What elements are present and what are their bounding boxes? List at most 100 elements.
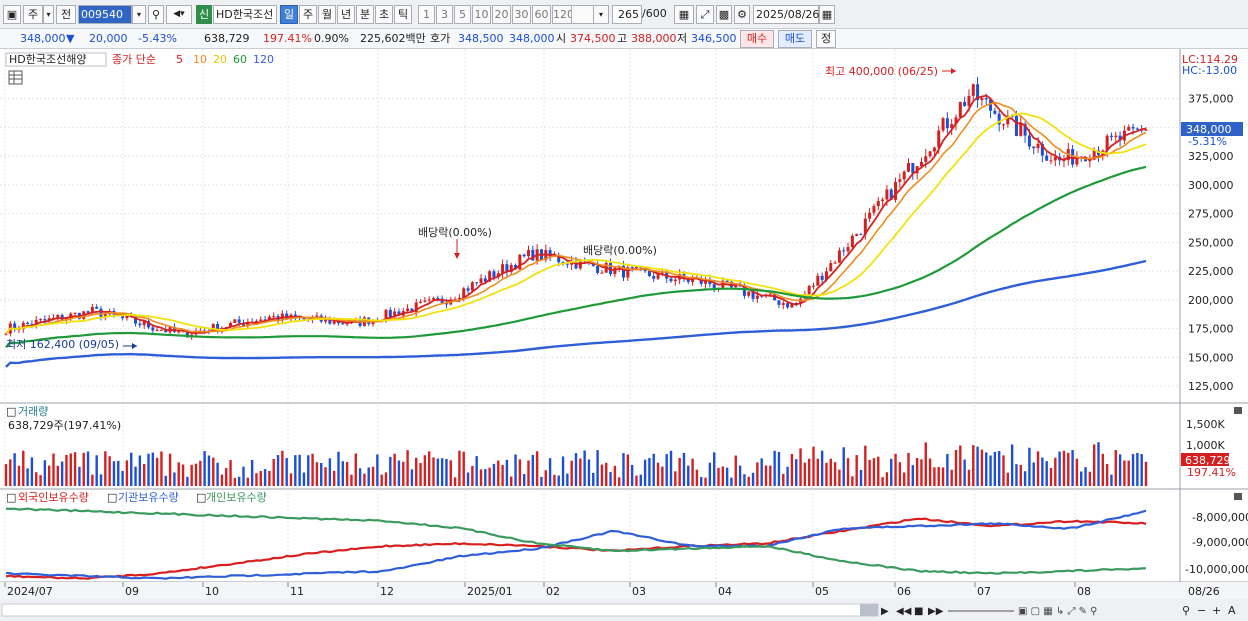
zoom-out-icon[interactable]: − <box>1197 604 1206 617</box>
count-input[interactable]: 265 <box>612 5 642 24</box>
volume-bar <box>678 458 681 486</box>
interval-10[interactable]: 10 <box>472 5 491 24</box>
chart-canvas[interactable]: HD한국조선해양 종가 단순 5 10 20 60 120 LC:114.29 … <box>0 49 1248 621</box>
candle <box>263 319 267 321</box>
tab-5[interactable]: 초 <box>375 5 393 24</box>
time-tick-label: 05 <box>815 585 829 598</box>
interval-30[interactable]: 30 <box>512 5 531 24</box>
volume-panel-close-icon[interactable] <box>1234 407 1242 414</box>
tab-6[interactable]: 틱 <box>394 5 412 24</box>
volume-bar <box>700 477 703 486</box>
period-type-dropdown-icon[interactable]: ▾ <box>43 5 54 24</box>
volume-bar <box>764 465 768 486</box>
tab-0[interactable]: 일 <box>280 5 298 24</box>
candle <box>894 181 898 200</box>
high-annotation: 최고 400,000 (06/25) <box>825 65 938 78</box>
candle <box>384 309 388 321</box>
candle <box>1114 135 1118 137</box>
candle-type-icon[interactable]: ▦ <box>674 5 694 24</box>
candle <box>185 330 189 338</box>
time-tick-label: 2025/01 <box>467 585 513 598</box>
save-icon[interactable]: ▩ <box>716 5 732 24</box>
interval-20[interactable]: 20 <box>492 5 511 24</box>
ma-legend-120: 120 <box>253 53 274 66</box>
legend-institution: 기관보유수량 <box>118 491 179 504</box>
candle <box>1010 115 1014 117</box>
candle <box>1127 126 1131 131</box>
scrollbar-thumb[interactable] <box>860 604 878 616</box>
volume-bar <box>635 475 638 486</box>
sell-button[interactable]: 매도 <box>778 30 812 48</box>
volume-bar <box>553 474 556 486</box>
candle <box>846 247 850 252</box>
interval-1[interactable]: 1 <box>418 5 435 24</box>
stop-icon[interactable]: ■ <box>914 606 923 617</box>
grid-table-icon[interactable] <box>8 70 23 85</box>
code-dropdown-icon[interactable]: ▾ <box>132 5 146 24</box>
date-input[interactable]: 2025/08/26 <box>753 5 819 24</box>
time-tick-label: 11 <box>290 585 304 598</box>
candle <box>43 319 47 321</box>
tab-4[interactable]: 분 <box>356 5 374 24</box>
scroll-end-icon[interactable]: ▶▶ <box>928 606 944 617</box>
moving-average-lines <box>5 94 1147 368</box>
candle <box>557 255 561 263</box>
volume-bar <box>1049 468 1053 486</box>
volume-bar <box>561 456 565 486</box>
candle <box>907 163 910 172</box>
candle <box>673 279 677 282</box>
calendar-icon[interactable]: ▦ <box>819 5 835 24</box>
interval-dropdown-icon[interactable]: ▾ <box>593 5 609 24</box>
high-label: 고 <box>617 32 628 45</box>
candle <box>794 302 798 305</box>
volume-bar <box>915 457 919 486</box>
scroll-start-icon[interactable]: ◀◀ <box>896 606 912 617</box>
speaker-icon[interactable]: ◀▾ <box>166 5 192 24</box>
candle <box>868 212 872 219</box>
candle <box>302 317 306 320</box>
candle <box>147 321 150 328</box>
holding-panel-close-icon[interactable] <box>1234 493 1242 500</box>
correction-button[interactable]: 정 <box>816 30 836 48</box>
scroll-right-icon[interactable]: ▶ <box>881 606 889 617</box>
gear-icon[interactable]: ⚙ <box>734 5 750 24</box>
front-button[interactable]: 전 <box>56 5 76 24</box>
volume-bar <box>427 451 431 486</box>
draw-tool-icon[interactable]: ⤢ <box>696 5 714 24</box>
tool-icons[interactable]: ▣ ▢ ▦ ↳ ⤢ ✎ ⚲ <box>1018 606 1098 617</box>
zoom-in-icon[interactable]: ⚲ <box>1182 604 1190 617</box>
font-size-icon[interactable]: A <box>1228 604 1236 617</box>
bid-label: 호가 <box>430 32 451 45</box>
interval-120[interactable]: 120 <box>552 5 574 24</box>
interval-5[interactable]: 5 <box>454 5 471 24</box>
search-icon[interactable]: ⚲ <box>148 5 164 24</box>
tab-3[interactable]: 년 <box>337 5 355 24</box>
volume-bar <box>324 467 327 486</box>
tab-1[interactable]: 주 <box>299 5 317 24</box>
add-icon[interactable]: + <box>1212 604 1221 617</box>
volume-bar <box>471 465 474 486</box>
volume-bar <box>181 464 185 486</box>
candle <box>414 302 418 313</box>
candle <box>971 84 975 96</box>
volume-bar <box>177 462 180 486</box>
candle <box>686 278 690 282</box>
interval-60[interactable]: 60 <box>532 5 551 24</box>
stock-code-input[interactable]: 009540 <box>78 5 132 24</box>
volume-bar <box>52 453 55 486</box>
legend-individual: 개인보유수량 <box>206 491 267 504</box>
buy-button[interactable]: 매수 <box>740 30 774 48</box>
candle <box>518 254 522 270</box>
period-type-select[interactable]: 주 <box>23 5 43 24</box>
tab-2[interactable]: 월 <box>318 5 336 24</box>
candle <box>509 264 513 273</box>
price-tick-label: 175,000 <box>1188 323 1234 336</box>
candle <box>90 306 94 313</box>
volume-bar <box>898 462 902 486</box>
volume-bar <box>160 451 163 486</box>
candle <box>4 333 8 335</box>
layout-icon[interactable]: ▣ <box>3 5 21 24</box>
horizontal-scrollbar[interactable] <box>1 603 879 617</box>
interval-3[interactable]: 3 <box>436 5 453 24</box>
volume-tag-pct: 197.41% <box>1187 466 1236 479</box>
